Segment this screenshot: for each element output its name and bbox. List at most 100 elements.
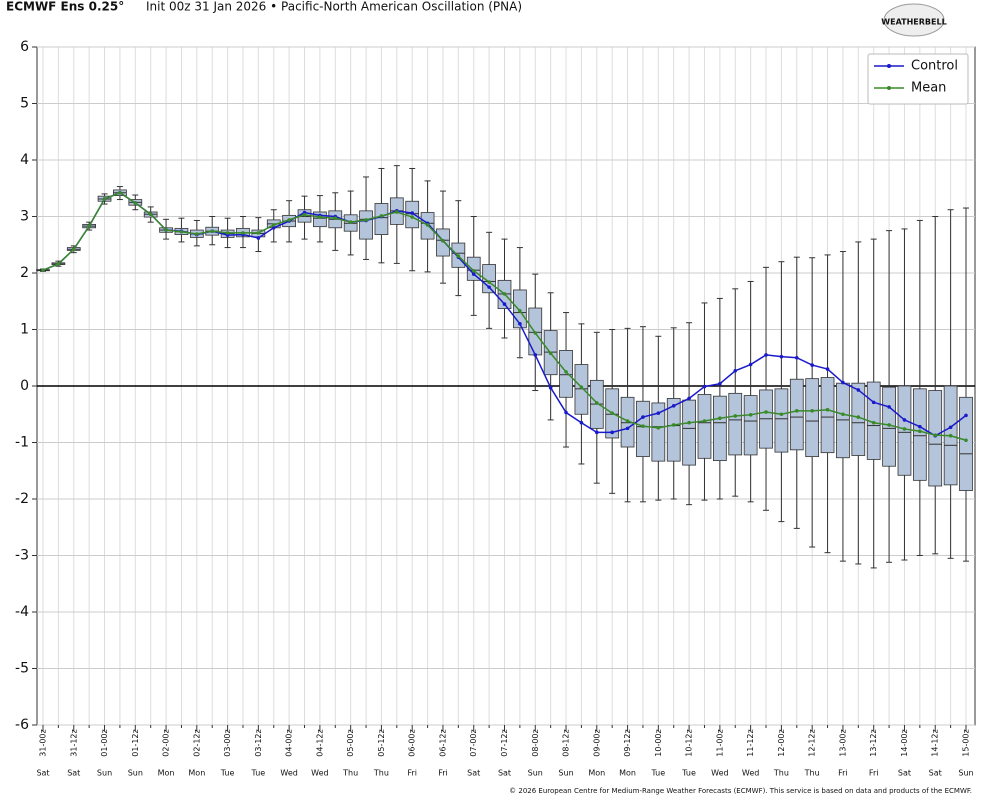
chart-subtitle: Init 00z 31 Jan 2026 • Pacific-North Ame… xyxy=(146,0,522,14)
series-point xyxy=(148,212,153,217)
series-point xyxy=(164,228,168,232)
series-point xyxy=(471,272,476,276)
y-tick-label: -3 xyxy=(15,548,29,564)
series-point xyxy=(56,262,61,266)
series-point xyxy=(733,368,738,373)
x-tick-label: 14-12z xyxy=(931,729,940,756)
series-point xyxy=(687,396,691,401)
y-tick-label: 3 xyxy=(20,209,29,225)
series-point xyxy=(794,355,799,360)
x-day-label: Sun xyxy=(128,769,143,778)
footer: © 2026 European Centre for Medium-Range … xyxy=(509,787,972,795)
box xyxy=(805,378,820,458)
series-point xyxy=(902,427,907,431)
x-tick-label: 31-00z xyxy=(39,729,48,756)
series-point xyxy=(748,413,753,417)
series-point xyxy=(887,423,891,427)
box xyxy=(374,203,389,235)
series-point xyxy=(641,424,645,428)
chart-title: ECMWF Ens 0.25° xyxy=(6,0,124,14)
series-point xyxy=(395,210,399,214)
series-point xyxy=(764,353,768,357)
box xyxy=(697,394,712,459)
x-tick-label: 02-12z xyxy=(192,729,201,756)
x-day-label: Fri xyxy=(438,769,448,778)
x-day-label: Mon xyxy=(588,769,605,778)
x-day-label: Wed xyxy=(711,769,728,778)
series-point xyxy=(518,309,522,313)
x-tick-label: 08-00z xyxy=(531,729,540,756)
series-point xyxy=(871,400,876,405)
box xyxy=(774,388,789,453)
series-point xyxy=(856,388,861,392)
series-point xyxy=(733,414,738,418)
series-point xyxy=(502,302,507,306)
y-tick-label: 1 xyxy=(20,322,29,338)
x-day-label: Sat xyxy=(467,769,480,778)
x-tick-label: 04-12z xyxy=(315,729,324,756)
series-point xyxy=(87,224,91,228)
x-tick-label: 15-00z xyxy=(962,729,971,756)
series-point xyxy=(41,268,45,272)
x-tick-label: 11-00z xyxy=(715,729,724,756)
y-tick-label: 5 xyxy=(20,96,29,112)
series-point xyxy=(564,370,568,374)
box xyxy=(912,388,927,481)
x-tick-label: 09-00z xyxy=(592,729,601,756)
x-day-label: Sat xyxy=(67,769,80,778)
x-day-label: Sun xyxy=(528,769,543,778)
series-point xyxy=(687,420,691,425)
x-day-label: Thu xyxy=(773,769,789,778)
x-day-label: Wed xyxy=(742,769,759,778)
x-day-label: Fri xyxy=(869,769,879,778)
box xyxy=(482,264,496,294)
x-day-label: Mon xyxy=(619,769,636,778)
series-point xyxy=(779,354,784,359)
series-point xyxy=(348,220,353,224)
series-point xyxy=(794,409,799,413)
series-point xyxy=(933,433,938,437)
x-tick-label: 09-12z xyxy=(623,729,632,756)
box xyxy=(743,395,758,456)
y-tick-label: 6 xyxy=(20,39,29,55)
series-point xyxy=(518,322,522,326)
series-point xyxy=(502,292,507,296)
series-point xyxy=(425,223,430,227)
box xyxy=(466,256,481,281)
legend-dot xyxy=(887,86,891,90)
y-tick-label: -6 xyxy=(15,717,29,733)
box xyxy=(636,400,650,458)
series-point xyxy=(764,410,768,414)
x-day-label: Sat xyxy=(498,769,511,778)
legend-dot xyxy=(887,64,891,68)
series-point xyxy=(779,412,784,417)
x-tick-label: 03-12z xyxy=(254,729,263,756)
box xyxy=(789,378,804,451)
series-point xyxy=(533,331,538,335)
x-tick-label: 12-12z xyxy=(808,729,817,756)
series-point xyxy=(595,430,599,435)
series-point xyxy=(241,231,245,235)
y-tick-label: 4 xyxy=(20,152,29,168)
box xyxy=(959,396,973,491)
series-point xyxy=(102,197,107,201)
series-point xyxy=(610,430,614,435)
box xyxy=(820,377,835,454)
x-tick-label: 08-12z xyxy=(562,729,571,756)
series-point xyxy=(656,426,661,430)
x-day-label: Fri xyxy=(838,769,848,778)
series-point xyxy=(595,401,599,405)
x-tick-label: 10-12z xyxy=(685,729,694,756)
series-point xyxy=(179,229,184,234)
series-point xyxy=(548,385,553,390)
series-point xyxy=(271,226,276,230)
series-point xyxy=(379,214,384,218)
series-point xyxy=(441,238,445,243)
x-tick-label: 04-00z xyxy=(285,729,294,756)
series-point xyxy=(964,413,968,418)
series-point xyxy=(948,425,953,430)
series-point xyxy=(225,231,230,235)
box xyxy=(559,350,573,398)
box xyxy=(359,210,373,240)
